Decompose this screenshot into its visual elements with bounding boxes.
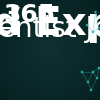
Text: ✓: ✓ (8, 4, 22, 22)
Text: 2.2%: 2.2% (32, 38, 78, 56)
Text: 365: 365 (3, 3, 55, 27)
Text: 3.7%: 3.7% (44, 75, 90, 93)
Text: in Data Scientist Job Postings: in Data Scientist Job Postings (0, 15, 100, 43)
Text: 6.8%: 6.8% (69, 50, 100, 68)
Text: 3.6%: 3.6% (43, 25, 89, 43)
Text: Required Experience: Required Experience (0, 5, 100, 43)
Text: 7.3%: 7.3% (73, 62, 100, 80)
